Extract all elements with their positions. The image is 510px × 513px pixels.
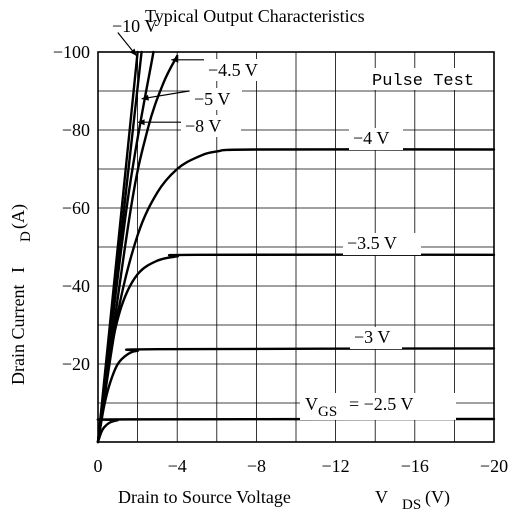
curve-series-4 [96,148,496,444]
pulse-test-bg [368,68,490,90]
label-leader-arrowhead [137,119,145,126]
y-axis-label: Drain Current [8,285,28,385]
y-tick-label: −80 [62,120,90,140]
x-axis-label: Drain to Source Voltage [118,487,291,507]
curves [96,50,496,444]
x-tick-label: 0 [94,456,103,476]
label-vgs-minus-4: −4 V [353,128,389,148]
y-axis-label-group: Drain Current I D (A) [8,204,34,385]
y-axis-subscript: D [18,231,34,242]
y-tick-labels: −20 −40 −60 −80 −100 [53,42,90,374]
curve-series-7 [96,417,496,444]
label-bg [300,393,456,420]
x-tick-label: −4 [168,456,187,476]
label-bg [190,88,242,110]
x-tick-label: −20 [480,456,508,476]
label-vgs-subscript: GS [318,404,337,420]
label-vgs-prefix: V [305,394,318,414]
x-axis-subscript: DS [402,497,421,513]
x-axis-unit: (V) [425,487,450,508]
label-bg [350,327,402,349]
curve-series-6 [96,347,496,444]
y-tick-label: −20 [62,354,90,374]
label-leader-line [141,90,190,100]
x-tick-label: −8 [247,456,266,476]
label-vgs-minus-4-5: −4.5 V [208,60,258,80]
chart-title: Typical Output Characteristics [145,6,365,26]
x-tick-label: −16 [401,456,429,476]
y-axis-unit: (A) [8,204,29,229]
y-tick-label: −40 [62,276,90,296]
x-axis-symbol: V [375,487,388,507]
label-vgs-minus-8: −8 V [185,116,221,136]
y-axis-symbol: I [8,267,28,273]
label-bg [343,233,421,255]
y-tick-label: −100 [53,42,90,62]
label-leader-arrowhead [141,94,149,101]
curve-series-5 [96,253,496,444]
plot-frame [97,51,495,443]
y-tick-label: −60 [62,198,90,218]
label-vgs-minus-5: −5 V [194,89,230,109]
label-bg [181,115,241,137]
x-tick-label: −12 [322,456,350,476]
x-tick-labels: 0 −4 −8 −12 −16 −20 [94,456,509,476]
label-bg [204,59,274,81]
label-bg [349,128,403,150]
label-vgs-minus-2-5: = −2.5 V [349,394,413,414]
label-leader-arrowhead [171,56,179,63]
pulse-test-annotation: Pulse Test [372,72,474,91]
label-vgs-minus-3: −3 V [354,327,390,347]
label-vgs-minus-3-5: −3.5 V [347,233,397,253]
label-vgs-minus-10: −10 V [112,16,157,36]
